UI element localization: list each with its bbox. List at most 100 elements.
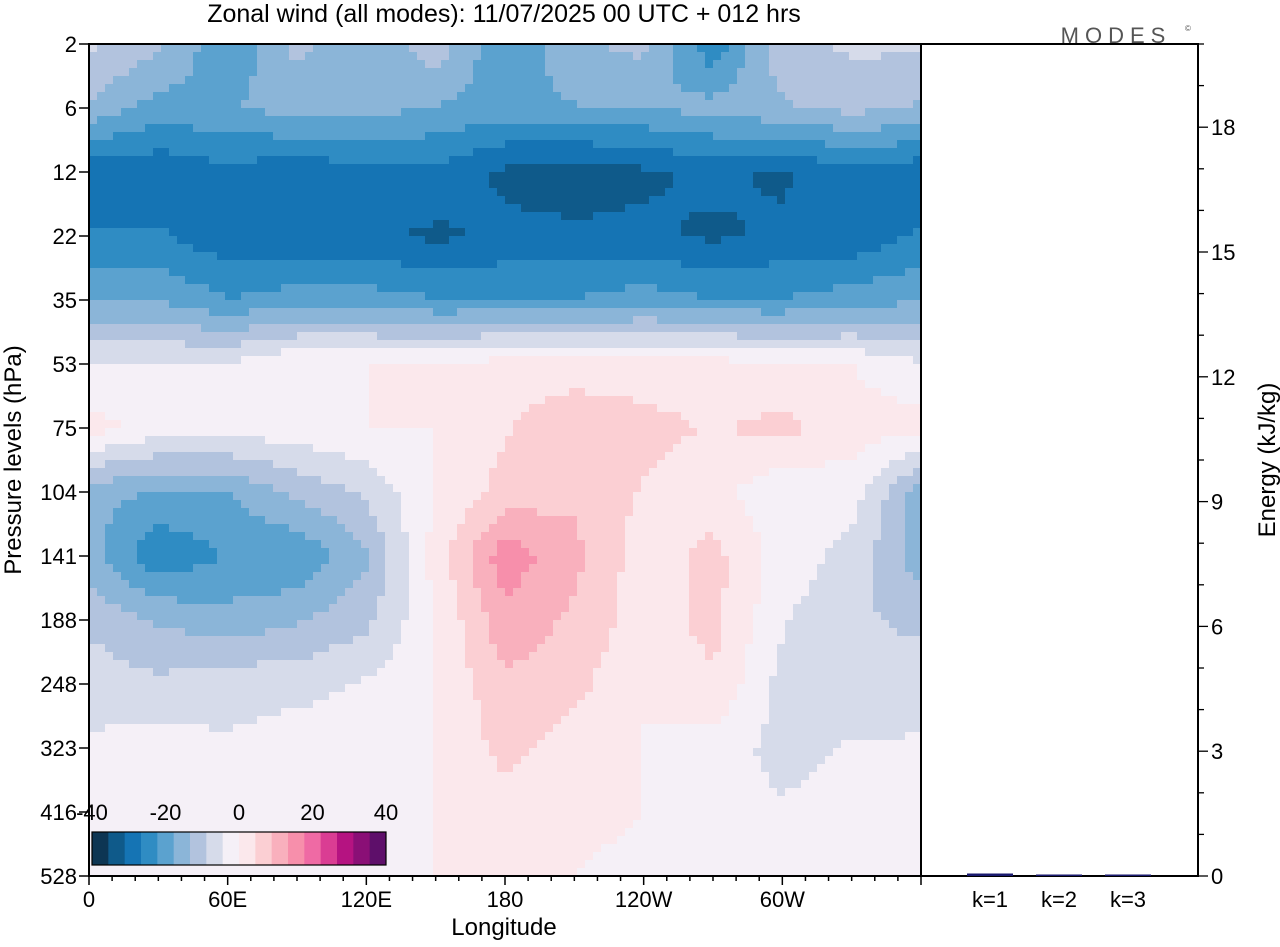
heatmap-cell	[905, 196, 914, 205]
heatmap-cell	[649, 228, 658, 237]
heatmap-cell	[585, 244, 594, 253]
heatmap-cell	[233, 44, 242, 53]
heatmap-cell	[577, 396, 586, 405]
heatmap-cell	[905, 140, 914, 149]
heatmap-cell	[761, 124, 770, 133]
heatmap-cell	[529, 420, 538, 429]
heatmap-cell	[681, 300, 690, 309]
heatmap-cell	[481, 124, 490, 133]
heatmap-cell	[793, 108, 802, 117]
heatmap-cell	[793, 308, 802, 317]
heatmap-cell	[401, 284, 410, 293]
heatmap-cell	[777, 100, 786, 109]
heatmap-cell	[225, 108, 234, 117]
heatmap-cell	[537, 284, 546, 293]
heatmap-cell	[457, 388, 466, 397]
heatmap-cell	[89, 76, 98, 85]
heatmap-cell	[489, 84, 498, 93]
heatmap-cell	[793, 260, 802, 269]
heatmap-cell	[721, 372, 730, 381]
heatmap-cell	[785, 252, 794, 261]
heatmap-cell	[649, 60, 658, 69]
heatmap-cell	[297, 212, 306, 221]
heatmap-cell	[561, 412, 570, 421]
heatmap-cell	[769, 132, 778, 141]
heatmap-cell	[705, 60, 714, 69]
heatmap-cell	[273, 196, 282, 205]
heatmap-cell	[841, 356, 850, 365]
heatmap-cell	[385, 84, 394, 93]
heatmap-cell	[465, 124, 474, 133]
heatmap-cell	[145, 260, 154, 269]
heatmap-cell	[601, 324, 610, 333]
heatmap-cell	[529, 132, 538, 141]
heatmap-cell	[761, 420, 770, 429]
heatmap-cell	[233, 420, 242, 429]
heatmap-cell	[113, 164, 122, 173]
heatmap-cell	[201, 204, 210, 213]
heatmap-cell	[801, 268, 810, 277]
heatmap-cell	[153, 164, 162, 173]
heatmap-cell	[473, 348, 482, 357]
heatmap-cell	[305, 92, 314, 101]
heatmap-cell	[505, 252, 514, 261]
heatmap-cell	[873, 180, 882, 189]
heatmap-cell	[329, 196, 338, 205]
heatmap-cell	[281, 124, 290, 133]
heatmap-cell	[161, 148, 170, 157]
heatmap-cell	[745, 180, 754, 189]
heatmap-cell	[865, 68, 874, 77]
heatmap-cell	[745, 396, 754, 405]
heatmap-cell	[465, 68, 474, 77]
heatmap-cell	[289, 308, 298, 317]
heatmap-cell	[905, 100, 914, 109]
heatmap-cell	[249, 316, 258, 325]
heatmap-cell	[161, 236, 170, 245]
heatmap-cell	[177, 172, 186, 181]
heatmap-cell	[841, 244, 850, 253]
heatmap-cell	[673, 404, 682, 413]
heatmap-cell	[289, 140, 298, 149]
heatmap-cell	[785, 164, 794, 173]
heatmap-cell	[849, 292, 858, 301]
heatmap-cell	[353, 196, 362, 205]
heatmap-cell	[833, 116, 842, 125]
heatmap-cell	[745, 348, 754, 357]
heatmap-cell	[177, 60, 186, 69]
heatmap-cell	[593, 172, 602, 181]
heatmap-cell	[497, 316, 506, 325]
heatmap-cell	[505, 156, 514, 165]
heatmap-cell	[257, 116, 266, 125]
heatmap-cell	[601, 108, 610, 117]
heatmap-cell	[857, 132, 866, 141]
heatmap-cell	[721, 68, 730, 77]
heatmap-cell	[737, 124, 746, 133]
heatmap-cell	[289, 332, 298, 341]
heatmap-cell	[353, 148, 362, 157]
heatmap-cell	[553, 380, 562, 389]
heatmap-cell	[737, 212, 746, 221]
heatmap-cell	[321, 228, 330, 237]
heatmap-cell	[601, 292, 610, 301]
heatmap-cell	[697, 220, 706, 229]
heatmap-cell	[905, 212, 914, 221]
heatmap-cell	[849, 356, 858, 365]
heatmap-cell	[585, 348, 594, 357]
heatmap-cell	[665, 260, 674, 269]
heatmap-cell	[897, 204, 906, 213]
heatmap-cell	[417, 124, 426, 133]
heatmap-cell	[105, 60, 114, 69]
heatmap-cell	[529, 276, 538, 285]
heatmap-cell	[537, 52, 546, 61]
heatmap-cell	[289, 180, 298, 189]
heatmap-cell	[689, 92, 698, 101]
heatmap-cell	[169, 380, 178, 389]
heatmap-cell	[905, 260, 914, 269]
heatmap-cell	[313, 364, 322, 373]
heatmap-cell	[361, 252, 370, 261]
heatmap-cell	[201, 124, 210, 133]
heatmap-cell	[681, 380, 690, 389]
heatmap-cell	[257, 164, 266, 173]
heatmap-cell	[585, 76, 594, 85]
heatmap-cell	[241, 220, 250, 229]
